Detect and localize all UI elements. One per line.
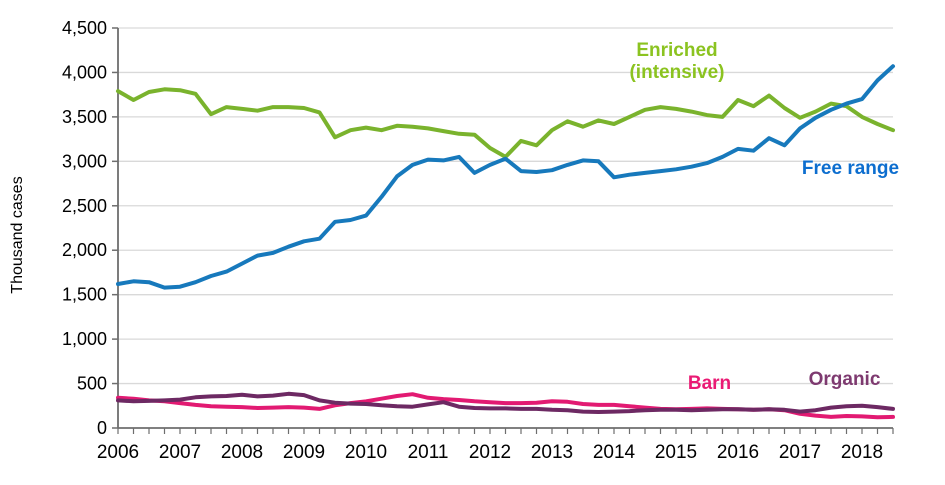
- svg-text:2018: 2018: [841, 442, 883, 463]
- svg-text:2015: 2015: [655, 442, 697, 463]
- svg-text:2006: 2006: [97, 442, 139, 463]
- svg-text:2,500: 2,500: [62, 196, 107, 216]
- series-line-barn: [116, 392, 895, 420]
- svg-text:1,500: 1,500: [62, 285, 107, 305]
- svg-text:3,500: 3,500: [62, 107, 107, 127]
- series-line-free-range: [116, 64, 895, 290]
- series-label-enriched-line1: Enriched: [636, 40, 718, 61]
- svg-text:2008: 2008: [221, 442, 263, 463]
- svg-text:2011: 2011: [408, 442, 449, 463]
- y-axis-title: Thousand cases: [9, 176, 26, 293]
- series-label-organic: Organic: [808, 369, 881, 390]
- series-line-organic: [116, 391, 895, 414]
- svg-text:0: 0: [97, 418, 107, 438]
- series-label-enriched: Enriched (intensive): [592, 40, 762, 84]
- svg-text:3,000: 3,000: [62, 151, 107, 171]
- svg-text:2017: 2017: [779, 442, 821, 463]
- svg-text:4,500: 4,500: [62, 18, 107, 38]
- series-label-enriched-line2: (intensive): [629, 62, 725, 83]
- svg-text:2,000: 2,000: [62, 240, 107, 260]
- svg-text:500: 500: [77, 374, 107, 394]
- svg-text:2016: 2016: [717, 442, 759, 463]
- svg-text:2009: 2009: [283, 442, 325, 463]
- svg-text:2014: 2014: [593, 442, 636, 463]
- series-line-enriched-intensive: [116, 87, 895, 159]
- series-label-barn: Barn: [687, 373, 732, 394]
- series-label-free-range: Free range: [801, 158, 900, 179]
- svg-text:4,000: 4,000: [62, 62, 107, 82]
- svg-text:1,000: 1,000: [62, 329, 107, 349]
- svg-text:2010: 2010: [345, 442, 387, 463]
- svg-text:2013: 2013: [531, 442, 573, 463]
- svg-text:2012: 2012: [469, 442, 511, 463]
- svg-text:2007: 2007: [159, 442, 201, 463]
